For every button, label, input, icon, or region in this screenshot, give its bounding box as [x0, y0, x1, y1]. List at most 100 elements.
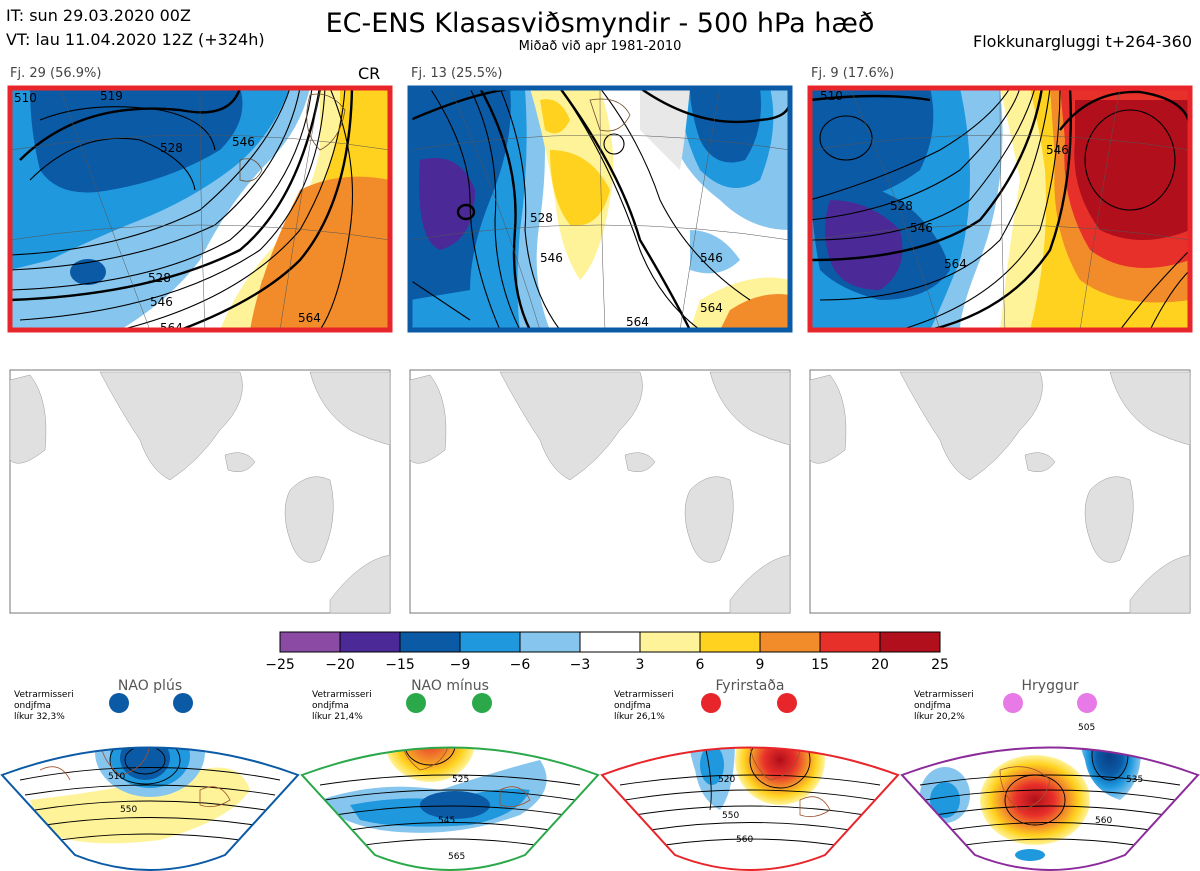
cluster-1-tag: CR — [358, 64, 381, 83]
colorbar-tick-label: −20 — [325, 657, 355, 673]
valid-time: VT: lau 11.04.2020 12Z (+324h) — [6, 30, 265, 49]
colorbar-swatch — [819, 631, 881, 653]
cluster-1-map: 510 519 528 546 528 546 564 564 — [10, 88, 390, 335]
colorbar-swatch — [639, 631, 701, 653]
cluster-3-contour-label: 546 — [1046, 143, 1069, 157]
cluster-2-label: Fj. 13 (25.5%) — [411, 66, 503, 81]
page-title: EC-ENS Klasasviðsmyndir - 500 hPa hæð — [325, 8, 875, 39]
cluster-2-contour-label: 546 — [700, 251, 723, 265]
regime-2-info: líkur 21,4% — [312, 712, 363, 722]
cluster-2-contour-label: 564 — [626, 315, 649, 329]
colorbar-swatch — [699, 631, 761, 653]
page-subtitle: Miðað við apr 1981-2010 — [518, 39, 682, 54]
cluster-2-frame — [407, 85, 793, 333]
regime-nao-minus: NAO mínus Vetrarmisseri ondjfma líkur 21… — [300, 678, 600, 871]
regime-1-dot — [109, 693, 129, 713]
colorbar-tick-label: −9 — [450, 657, 471, 673]
regime-blocking: Fyrirstaða Vetrarmisseri ondjfma líkur 2… — [600, 678, 900, 871]
cluster-1-frame — [7, 85, 393, 333]
cluster-1-contour-label: 528 — [160, 141, 183, 155]
cluster-3-contour-label: 564 — [944, 257, 967, 271]
colorbar-tick-label: −6 — [510, 657, 531, 673]
regime-4-name: Hryggur — [1022, 678, 1079, 694]
regime-2-dot — [406, 693, 426, 713]
cluster-1-contour-label: 528 — [148, 271, 171, 285]
regime-2-dot — [472, 693, 492, 713]
cluster-1-contour-label: 519 — [100, 89, 123, 103]
colorbar-tick-label: 15 — [811, 657, 829, 673]
colorbar-tick-label: 9 — [756, 657, 765, 673]
regime-4-info: Vetrarmisseri — [914, 690, 974, 700]
cluster-1-contour-label: 510 — [14, 91, 37, 105]
cluster-1-contour-label: 564 — [298, 311, 321, 325]
colorbar-swatch — [759, 631, 821, 653]
regime-3-info: ondjfma — [614, 701, 651, 711]
cluster-1-contour-label: 564 — [160, 321, 183, 335]
empty-map-2 — [409, 369, 791, 614]
regime-4-info: líkur 20,2% — [914, 712, 965, 722]
cluster-3-map: 510 528 546 564 546 — [810, 88, 1190, 330]
cluster-3-contour-label: 510 — [820, 89, 843, 103]
regime-2-contour-label: 525 — [452, 775, 469, 785]
regime-3-contour-label: 520 — [718, 775, 735, 785]
colorbar-swatch — [399, 631, 461, 653]
cluster-3-contour-label: 528 — [890, 199, 913, 213]
initial-time: IT: sun 29.03.2020 00Z — [6, 6, 191, 25]
regime-1-info: líkur 32,3% — [14, 712, 65, 722]
regime-3-info: líkur 26,1% — [614, 712, 665, 722]
cluster-3-label: Fj. 9 (17.6%) — [811, 66, 895, 81]
colorbar-swatch — [879, 631, 941, 653]
regime-nao-plus: NAO plús Vetrarmisseri ondjfma líkur 32,… — [0, 678, 300, 871]
colorbar-swatch — [279, 631, 341, 653]
colorbar-swatch — [339, 631, 401, 653]
regime-3-contour-label: 550 — [722, 811, 739, 821]
colorbar-tick-label: −3 — [570, 657, 591, 673]
cluster-3-frame — [807, 85, 1193, 333]
regime-4-info: ondjfma — [914, 701, 951, 711]
cluster-2-contour-label: 564 — [700, 301, 723, 315]
colorbar-swatch — [579, 631, 641, 653]
colorbar-tick-label: −15 — [385, 657, 415, 673]
regime-3-dot — [701, 693, 721, 713]
colorbar-tick-label: 25 — [931, 657, 949, 673]
regime-3-info: Vetrarmisseri — [614, 690, 674, 700]
regime-2-contour-label: 545 — [438, 816, 455, 826]
empty-map-3 — [809, 369, 1191, 614]
cluster-1-label: Fj. 29 (56.9%) — [10, 66, 102, 81]
colorbar: −25 −20 −15 −9 −6 −3 3 6 9 15 20 25 — [265, 631, 949, 673]
regime-2-contour-label: 565 — [448, 852, 465, 862]
regime-1-info: ondjfma — [14, 701, 51, 711]
cluster-2-contour-label: 528 — [530, 211, 553, 225]
clustering-window: Flokkunargluggi t+264-360 — [973, 32, 1192, 51]
cluster-1-contour-label: 546 — [232, 135, 255, 149]
regime-ridge: Hryggur Vetrarmisseri ondjfma líkur 20,2… — [900, 678, 1200, 871]
regime-4-contour-label: 560 — [1095, 816, 1112, 826]
regime-4-contour-label: 535 — [1126, 775, 1143, 785]
regime-1-contour-label: 550 — [120, 805, 137, 815]
regime-4-dot — [1003, 693, 1023, 713]
empty-map-1 — [9, 369, 391, 614]
colorbar-tick-label: 6 — [696, 657, 705, 673]
cluster-2-contour-label: 546 — [540, 251, 563, 265]
cluster-1-low-centre — [70, 259, 106, 285]
regime-2-name: NAO mínus — [411, 678, 489, 694]
regime-2-info: ondjfma — [312, 701, 349, 711]
regime-4-contour-label: 505 — [1078, 723, 1095, 733]
colorbar-swatch — [519, 631, 581, 653]
colorbar-swatch — [459, 631, 521, 653]
cluster-3-contour-label: 546 — [910, 221, 933, 235]
regime-1-dot — [173, 693, 193, 713]
regime-1-name: NAO plús — [118, 678, 182, 694]
colorbar-tick-label: 20 — [871, 657, 889, 673]
regime-2-info: Vetrarmisseri — [312, 690, 372, 700]
regime-3-contour-label: 560 — [736, 835, 753, 845]
cluster-2-map: 528 546 546 564 564 — [410, 88, 790, 330]
regime-4-dot — [1077, 693, 1097, 713]
colorbar-tick-label: 3 — [636, 657, 645, 673]
colorbar-tick-label: −25 — [265, 657, 295, 673]
regime-1-info: Vetrarmisseri — [14, 690, 74, 700]
cluster-1-contour-label: 546 — [150, 295, 173, 309]
regime-3-name: Fyrirstaða — [716, 678, 785, 694]
regime-1-contour-label: 510 — [108, 772, 125, 782]
